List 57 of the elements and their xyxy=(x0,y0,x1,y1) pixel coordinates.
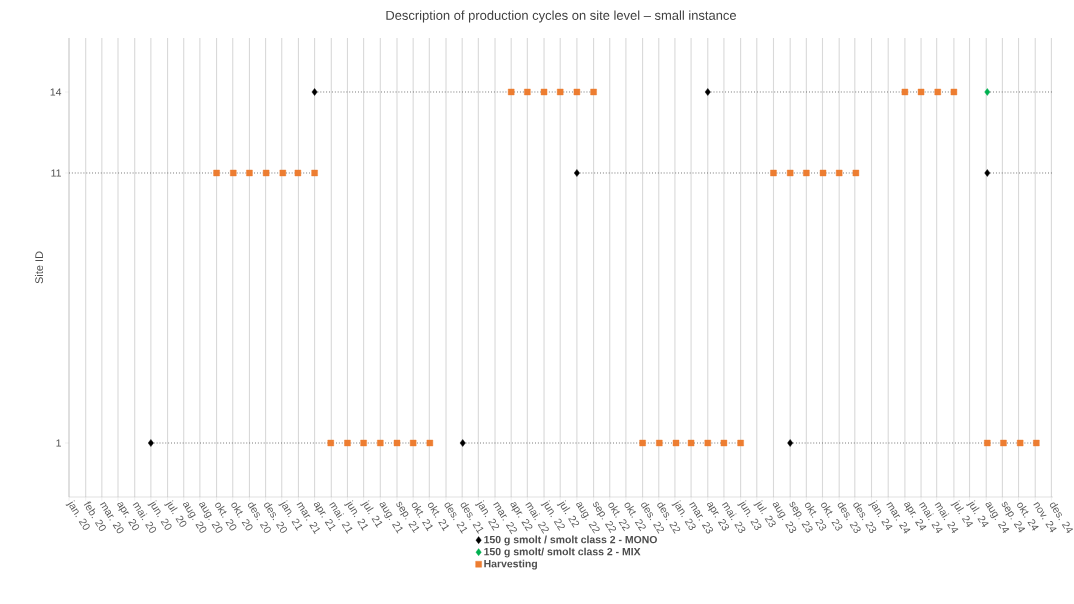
point xyxy=(409,439,417,447)
point xyxy=(787,439,794,447)
point xyxy=(524,88,531,96)
point xyxy=(950,88,958,96)
point xyxy=(656,439,663,447)
point xyxy=(770,169,777,177)
point xyxy=(1000,439,1007,447)
point xyxy=(507,88,515,96)
point xyxy=(720,439,728,447)
point xyxy=(819,169,827,177)
point xyxy=(311,169,318,177)
y-axis-title: Site ID xyxy=(34,251,44,284)
y-tick-label: 14 xyxy=(50,88,62,96)
y-tick-label: 1 xyxy=(56,439,61,447)
point xyxy=(704,88,711,96)
point xyxy=(1016,439,1024,447)
chart-title: Description of production cycles on site level – small instance xyxy=(386,10,737,23)
y-tick-label: 11 xyxy=(51,169,61,177)
point xyxy=(377,439,384,447)
point xyxy=(737,439,744,447)
point xyxy=(344,439,351,447)
legend-label: Harvesting xyxy=(484,559,537,570)
point xyxy=(213,169,220,177)
point xyxy=(852,169,860,177)
point xyxy=(557,88,564,96)
point xyxy=(1033,439,1040,447)
point xyxy=(327,439,334,447)
point xyxy=(230,169,237,177)
legend-label: 150 g smolt/ smolt class 2 - MIX xyxy=(484,547,641,558)
point xyxy=(459,439,466,447)
point xyxy=(426,439,434,447)
point xyxy=(901,88,909,96)
point xyxy=(393,439,401,447)
point xyxy=(262,169,270,177)
point xyxy=(540,88,548,96)
point xyxy=(984,88,991,96)
point xyxy=(984,439,991,447)
point xyxy=(984,169,991,177)
point xyxy=(934,88,941,96)
point xyxy=(917,88,925,96)
point xyxy=(672,439,680,447)
point xyxy=(311,88,318,96)
point xyxy=(803,169,810,177)
point xyxy=(786,169,794,177)
point xyxy=(147,439,154,447)
point xyxy=(279,169,287,177)
point xyxy=(360,439,367,447)
point xyxy=(246,169,253,177)
point xyxy=(574,169,580,177)
point xyxy=(590,88,597,96)
point xyxy=(294,169,302,177)
point xyxy=(835,169,843,177)
point xyxy=(573,88,581,96)
point xyxy=(704,439,711,447)
point xyxy=(639,439,646,447)
point xyxy=(687,439,695,447)
legend-label: 150 g smolt / smolt class 2 - MONO xyxy=(484,535,657,546)
